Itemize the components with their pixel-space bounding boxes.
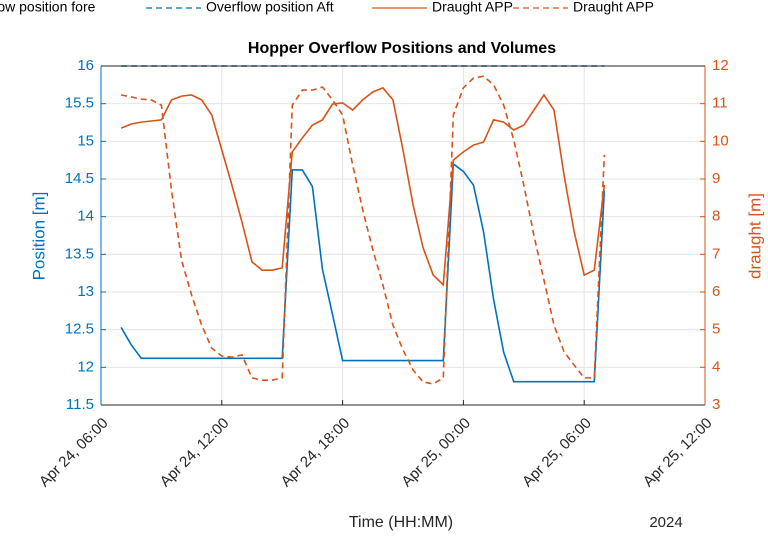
y2-tick-label: 6 xyxy=(712,283,720,300)
y2-tick-label: 12 xyxy=(712,57,729,74)
legend-label: Overflow position Aft xyxy=(206,0,334,15)
x-tick-label: Apr 24, 06:00 xyxy=(36,415,112,491)
y-tick-label: 14.5 xyxy=(65,170,94,187)
y-axis-label: Position [m] xyxy=(29,192,48,281)
series-line xyxy=(120,162,606,383)
chart-title: Hopper Overflow Positions and Volumes xyxy=(248,40,556,57)
y-tick-label: 12.5 xyxy=(65,321,94,338)
y2-tick-label: 3 xyxy=(712,396,720,413)
x-tick-label: Apr 24, 12:00 xyxy=(157,415,233,491)
y2-tick-label: 10 xyxy=(712,132,729,149)
series-line xyxy=(120,86,606,287)
x-tick-label: Apr 24, 18:00 xyxy=(278,415,354,491)
series-line xyxy=(120,75,606,385)
y2-tick-label: 11 xyxy=(712,95,728,112)
y-tick-label: 13.5 xyxy=(65,245,94,262)
legend-label: Draught APP xyxy=(573,0,654,15)
year-annotation: 2024 xyxy=(649,514,682,531)
legend-label: Draught APP xyxy=(432,0,513,15)
x-tick-label: Apr 25, 12:00 xyxy=(640,415,716,491)
y2-axis-label: draught [m] xyxy=(745,193,764,279)
x-axis-label: Time (HH:MM) xyxy=(349,514,453,531)
y2-tick-label: 8 xyxy=(712,208,720,225)
x-tick-label: Apr 25, 06:00 xyxy=(519,415,595,491)
y2-tick-label: 5 xyxy=(712,321,720,338)
y2-tick-label: 4 xyxy=(712,358,720,375)
y-tick-label: 15.5 xyxy=(65,95,94,112)
legend-label: Overflow position fore xyxy=(0,0,96,15)
y-tick-label: 12 xyxy=(77,358,94,375)
y2-tick-label: 9 xyxy=(712,170,720,187)
y-tick-label: 14 xyxy=(77,208,94,225)
x-tick-label: Apr 25, 00:00 xyxy=(398,415,474,491)
y-tick-label: 16 xyxy=(77,57,94,74)
y-tick-label: 15 xyxy=(77,132,94,149)
y-tick-label: 13 xyxy=(77,283,94,300)
y-tick-label: 11.5 xyxy=(66,396,94,413)
y2-tick-label: 7 xyxy=(712,245,720,262)
